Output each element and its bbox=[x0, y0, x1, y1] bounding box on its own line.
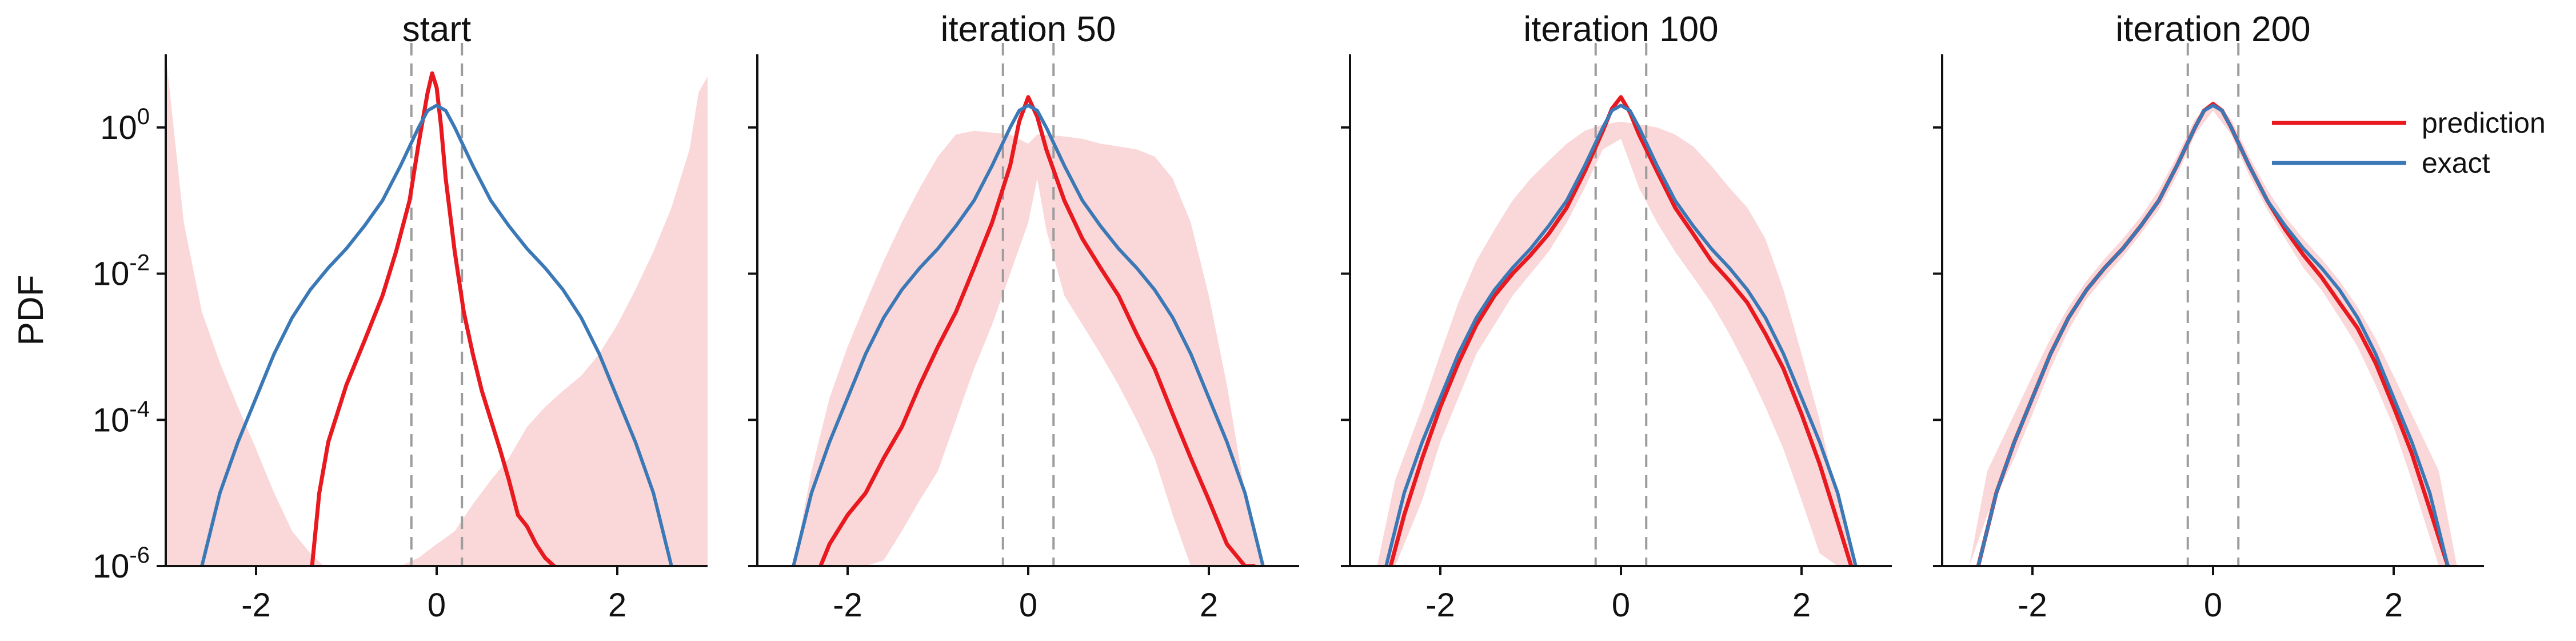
panel-title: iteration 50 bbox=[941, 10, 1116, 49]
legend-label-exact: exact bbox=[2422, 147, 2490, 179]
x-tick-label: 0 bbox=[1019, 587, 1037, 624]
exact-line bbox=[1976, 103, 2450, 566]
panel-plot-area bbox=[1969, 43, 2457, 566]
exact-line bbox=[1384, 103, 1858, 566]
x-tick-label: 2 bbox=[1200, 587, 1218, 624]
x-tick-label: -2 bbox=[1425, 587, 1455, 624]
y-tick-label: 100 bbox=[100, 104, 150, 146]
x-tick-label: 2 bbox=[608, 587, 626, 624]
x-tick-label: 2 bbox=[2385, 587, 2403, 624]
panel-title: iteration 200 bbox=[2115, 10, 2310, 49]
x-tick-label: 2 bbox=[1792, 587, 1811, 624]
x-tick-label: -2 bbox=[833, 587, 862, 624]
x-tick-label: -2 bbox=[2018, 587, 2047, 624]
y-axis-label: PDF bbox=[11, 275, 51, 346]
x-tick-label: 0 bbox=[2204, 587, 2222, 624]
prediction-line bbox=[310, 71, 556, 566]
y-tick-label: 10-4 bbox=[93, 396, 150, 439]
y-tick-label: 10-2 bbox=[93, 250, 150, 293]
uncertainty-band bbox=[166, 54, 708, 566]
prediction-line bbox=[1976, 102, 2450, 566]
legend-label-prediction: prediction bbox=[2422, 107, 2546, 139]
panel-plot-area bbox=[792, 43, 1265, 566]
exact-line bbox=[792, 103, 1265, 566]
legend: prediction exact bbox=[2272, 107, 2546, 179]
panels: 100 10-2 10-4 10-6 -2 0 2 start -2 0 2 iteration 50… bbox=[93, 10, 2484, 624]
x-tick-label: -2 bbox=[241, 587, 271, 624]
x-tick-label: 0 bbox=[428, 587, 446, 624]
y-tick-label: 10-6 bbox=[93, 543, 150, 585]
panel-title: start bbox=[402, 10, 472, 49]
panel-plot-area bbox=[1377, 43, 1865, 566]
x-tick-label: 0 bbox=[1612, 587, 1630, 624]
panel-title: iteration 100 bbox=[1523, 10, 1718, 49]
uncertainty-band bbox=[793, 130, 1263, 566]
panel-plot-area bbox=[166, 43, 708, 566]
panel-2: -2 0 2 iteration 50 bbox=[748, 10, 1299, 624]
panel-3: -2 0 2 iteration 100 bbox=[1341, 10, 1892, 624]
panel-1: 100 10-2 10-4 10-6 -2 0 2 start bbox=[93, 10, 708, 624]
panel-4: -2 0 2 iteration 200 bbox=[1933, 10, 2484, 624]
exact-line bbox=[200, 103, 673, 566]
uncertainty-band bbox=[1377, 121, 1865, 566]
prediction-line bbox=[1388, 95, 1854, 566]
uncertainty-band bbox=[1969, 101, 2457, 566]
